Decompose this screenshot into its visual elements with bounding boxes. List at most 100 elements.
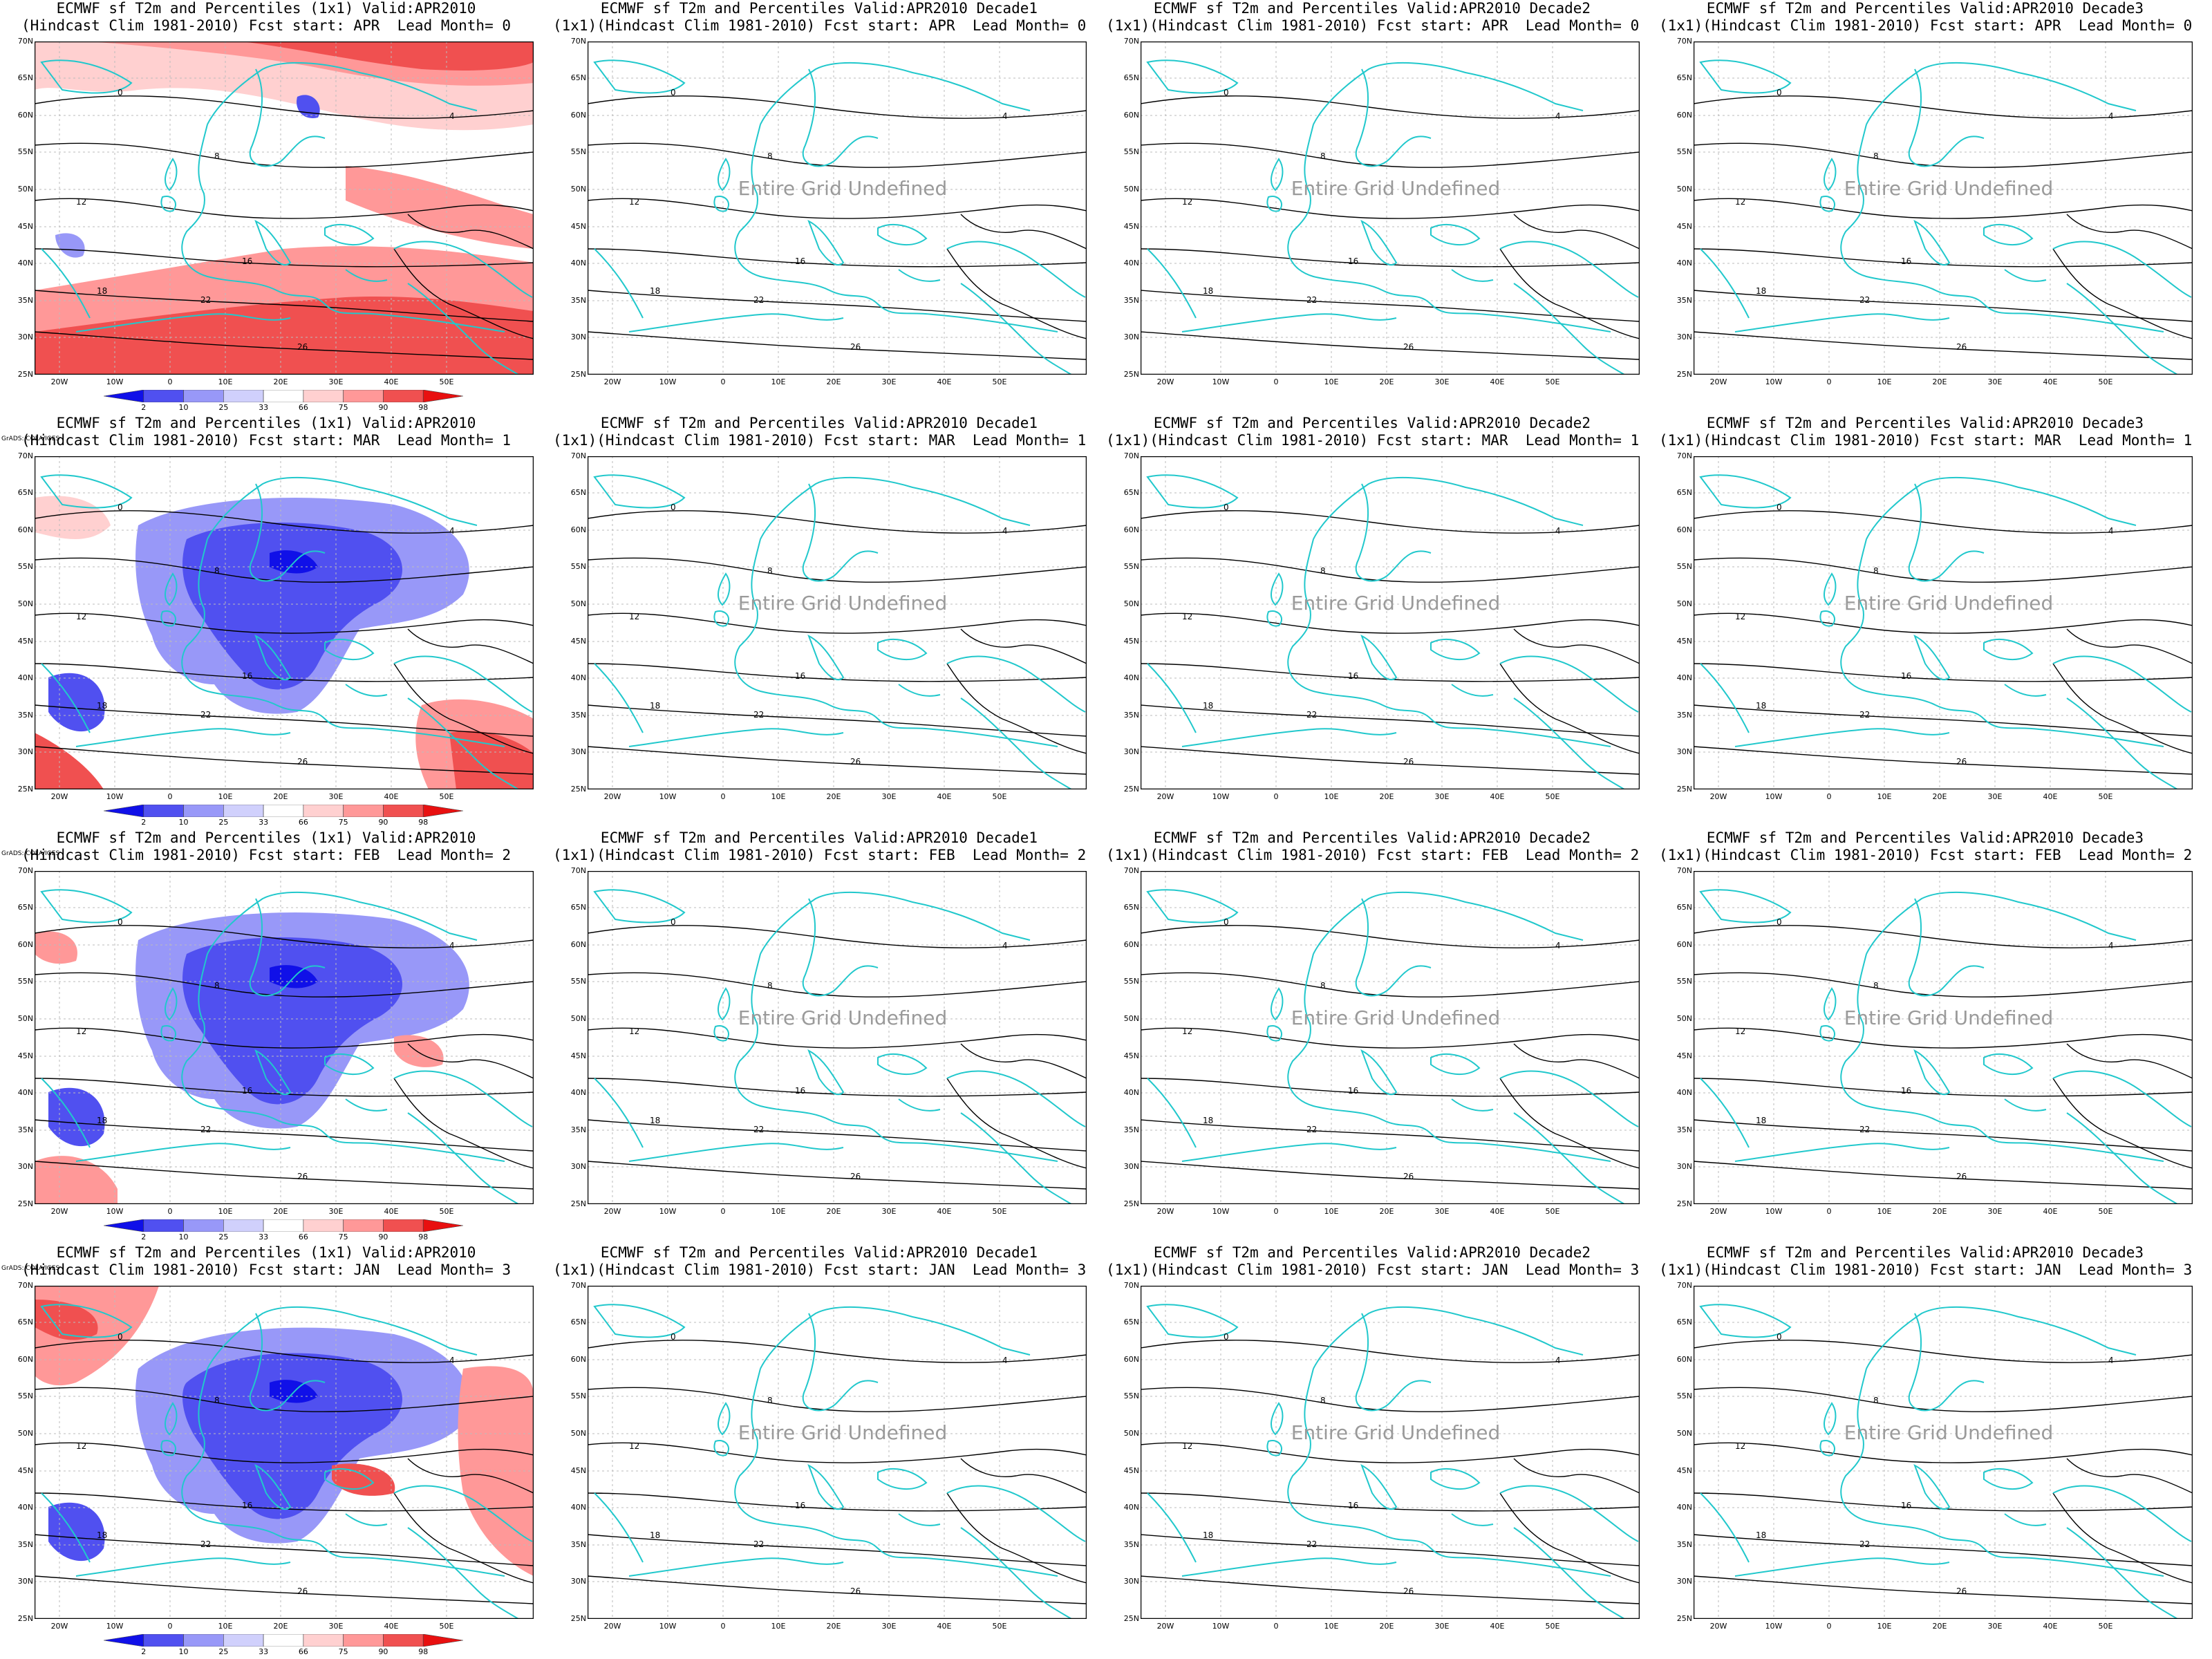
colorbar-swatch [223, 389, 264, 403]
lon-tick-label: 30E [1987, 1207, 2003, 1216]
undefined-grid-notice: Entire Grid Undefined [1291, 1421, 1501, 1444]
contour-label: 26 [850, 342, 861, 352]
lon-tick-label: 40E [384, 377, 399, 386]
lat-tick-label: 60N [570, 940, 586, 949]
lon-tick-label: 30E [881, 792, 897, 801]
map-area: 0 4 8 12 16 18 22 26 Entire Grid Undefined [1141, 41, 1640, 375]
panel-title: ECMWF sf T2m and Percentiles Valid:APR20… [1659, 830, 2192, 864]
title-line2: (1x1)(Hindcast Clim 1981-2010) Fcst star… [1106, 847, 1640, 863]
title-line2: (1x1)(Hindcast Clim 1981-2010) Fcst star… [553, 17, 1087, 34]
lon-tick-label: 0 [167, 377, 173, 386]
lon-tick-label: 0 [167, 1207, 173, 1216]
contour-label: 18 [650, 286, 660, 296]
lon-tick-label: 10E [771, 1207, 786, 1216]
lat-tick-label: 30N [1123, 1577, 1139, 1586]
map-area: 0 4 8 12 16 18 22 26 Entire Grid Undefined [1141, 456, 1640, 789]
lat-tick-label: 45N [1123, 222, 1139, 231]
lat-tick-label: 70N [570, 1281, 586, 1290]
map-area: 0 4 8 12 16 18 22 26 Entire Grid Undefined [1694, 456, 2193, 789]
lat-tick-label: 50N [570, 1429, 586, 1438]
title-line2: (1x1)(Hindcast Clim 1981-2010) Fcst star… [1659, 17, 2193, 34]
lat-tick-label: 60N [570, 111, 586, 120]
contour-label: 26 [297, 1586, 308, 1596]
lon-tick-label: 10W [1212, 1622, 1230, 1631]
contour-label: 4 [449, 941, 455, 950]
lon-tick-label: 30E [881, 377, 897, 386]
contour-label: 0 [1224, 88, 1229, 97]
title-line1: ECMWF sf T2m and Percentiles Valid:APR20… [1706, 830, 2144, 846]
title-line2: (1x1)(Hindcast Clim 1981-2010) Fcst star… [1659, 1262, 2193, 1278]
contour-label: 18 [1756, 1116, 1766, 1125]
lat-tick-label: 25N [1123, 1199, 1139, 1208]
lat-tick-label: 65N [570, 903, 586, 912]
lat-tick-label: 60N [1676, 940, 1692, 949]
lat-tick-label: 50N [570, 1014, 586, 1023]
lon-tick-label: 20E [1379, 377, 1394, 386]
contour-label: 0 [1224, 503, 1229, 512]
lat-tick-label: 70N [1123, 451, 1139, 460]
lon-tick-label: 20W [603, 1622, 621, 1631]
contour-label: 26 [850, 1586, 861, 1596]
contour-label: 26 [1956, 757, 1967, 767]
lon-tick-label: 20E [1379, 1622, 1394, 1631]
lon-tick-label: 30E [1987, 1622, 2003, 1631]
contour-label: 26 [1403, 342, 1414, 352]
lon-tick-label: 10W [1765, 1622, 1783, 1631]
lon-tick-label: 10E [218, 1622, 233, 1631]
contour-label: 4 [1002, 1356, 1008, 1365]
title-line2: (1x1)(Hindcast Clim 1981-2010) Fcst star… [553, 1262, 1087, 1278]
contour-label: 0 [671, 88, 676, 97]
colorbar-swatch [103, 1633, 144, 1647]
colorbar-label: 25 [218, 1647, 229, 1656]
lon-tick-label: 0 [1273, 377, 1279, 386]
contour-label: 18 [97, 1530, 107, 1540]
contour-label: 26 [297, 757, 308, 767]
undefined-grid-notice: Entire Grid Undefined [738, 592, 948, 615]
contour-label: 22 [1859, 295, 1870, 305]
contour-label: 26 [297, 342, 308, 352]
contour-label: 0 [1224, 1332, 1229, 1342]
lon-tick-label: 40E [2043, 1622, 2058, 1631]
lon-tick-label: 50E [992, 1622, 1007, 1631]
panel-r0-c2: ECMWF sf T2m and Percentiles Valid:APR20… [1106, 0, 1640, 415]
contour-label: 26 [1403, 1172, 1414, 1181]
lat-tick-label: 50N [1676, 1014, 1692, 1023]
lon-tick-label: 30E [1434, 792, 1450, 801]
contour-label: 4 [1002, 941, 1008, 950]
lat-tick-label: 65N [17, 903, 33, 912]
lat-tick-label: 55N [17, 562, 33, 571]
colorbar-label: 10 [178, 818, 189, 827]
lat-tick-label: 50N [17, 1429, 33, 1438]
lon-tick-label: 50E [439, 377, 454, 386]
lat-tick-label: 30N [1123, 332, 1139, 341]
lon-tick-label: 50E [2098, 1207, 2113, 1216]
contour-label: 4 [2108, 1356, 2114, 1365]
contour-label: 4 [2108, 526, 2114, 536]
contour-label: 18 [1203, 701, 1213, 711]
colorbar-label: 2 [141, 1232, 147, 1241]
title-line2: (Hindcast Clim 1981-2010) Fcst start: MA… [21, 432, 511, 449]
lat-tick-label: 25N [17, 370, 33, 379]
contour-label: 8 [214, 151, 220, 161]
lat-tick-label: 70N [17, 451, 33, 460]
lon-tick-label: 20E [273, 1622, 288, 1631]
colorbar-label: 90 [378, 403, 388, 412]
title-line2: (Hindcast Clim 1981-2010) Fcst start: AP… [21, 17, 511, 34]
contour-label: 26 [1956, 1172, 1967, 1181]
lat-tick-label: 65N [1676, 488, 1692, 497]
contour-label: 16 [795, 1501, 805, 1510]
lon-tick-label: 10E [1324, 1207, 1339, 1216]
contour-label: 4 [1555, 941, 1561, 950]
contour-label: 8 [1320, 151, 1326, 161]
lon-tick-label: 20W [1156, 792, 1174, 801]
colorbar-swatch [183, 804, 224, 818]
colorbar-swatch [383, 1219, 424, 1232]
lon-tick-label: 10W [106, 1622, 124, 1631]
colorbar-swatch [103, 804, 144, 818]
contour-label: 22 [200, 710, 211, 720]
lat-tick-label: 60N [17, 111, 33, 120]
contour-label: 18 [1203, 286, 1213, 296]
lon-tick-label: 10W [1765, 377, 1783, 386]
contour-label: 26 [297, 1172, 308, 1181]
contour-label: 22 [1859, 1539, 1870, 1549]
